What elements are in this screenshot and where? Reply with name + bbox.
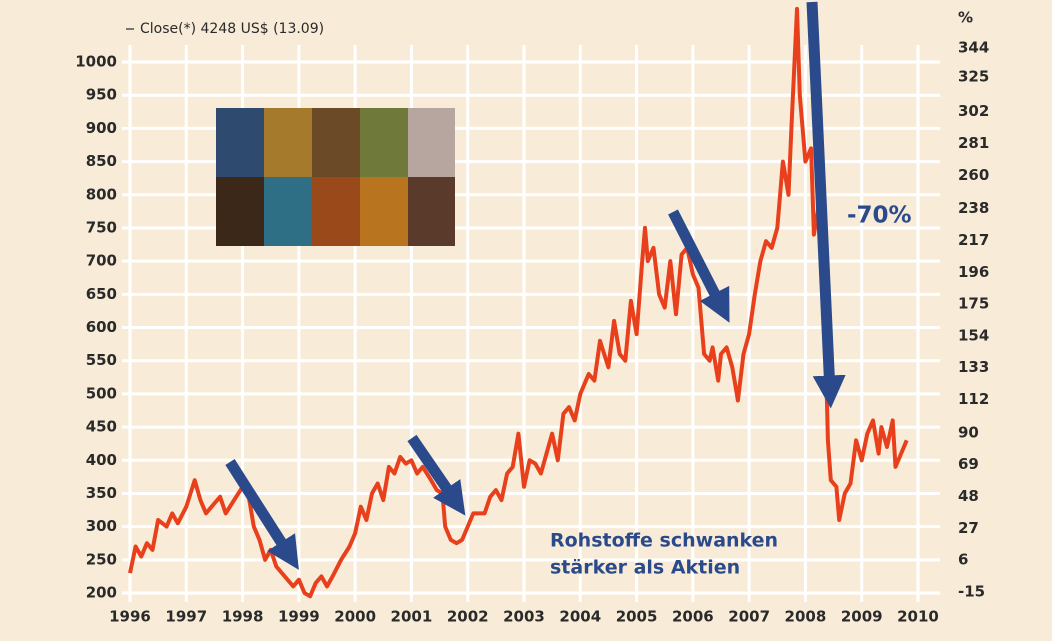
y2-tick-label: 175: [958, 295, 989, 313]
y-tick-label: 500: [86, 384, 117, 402]
y-tick-label: 450: [86, 418, 117, 436]
chart: Close(*) 4248 US$ (13.09) % -70% Rohstof…: [0, 0, 1052, 641]
y-tick-label: 550: [86, 351, 117, 369]
y2-tick-label: -15: [958, 583, 985, 601]
y-tick-label: 800: [86, 185, 117, 203]
x-tick-label: 1997: [165, 608, 207, 626]
x-tick-label: 1996: [109, 608, 151, 626]
y-tick-label: 250: [86, 550, 117, 568]
y2-tick-label: 217: [958, 231, 989, 249]
y-tick-label: 850: [86, 152, 117, 170]
y2-tick-label: 238: [958, 199, 989, 217]
annotation: -70%: [847, 203, 912, 229]
photo-collage: [216, 108, 455, 246]
x-tick-label: 1998: [222, 608, 264, 626]
x-tick-label: 2010: [897, 608, 939, 626]
y2-tick-label: 90: [958, 423, 979, 441]
y2-tick-label: 6: [958, 551, 968, 569]
y-tick-label: 350: [86, 484, 117, 502]
x-tick-label: 2003: [503, 608, 545, 626]
annotation: Rohstoffe schwanken: [550, 530, 778, 552]
y2-tick-label: 133: [958, 358, 989, 376]
x-tick-label: 2001: [391, 608, 433, 626]
y2-tick-label: 281: [958, 134, 989, 152]
x-tick-label: 2008: [785, 608, 827, 626]
y-tick-label: 1000: [75, 53, 117, 71]
y2-tick-label: 344: [958, 39, 989, 57]
y2-tick-label: 48: [958, 487, 979, 505]
y2-tick-label: 69: [958, 455, 979, 473]
y-tick-label: 600: [86, 318, 117, 336]
y-tick-label: 950: [86, 86, 117, 104]
x-tick-label: 2002: [447, 608, 489, 626]
legend-label: Close(*) 4248 US$ (13.09): [140, 21, 324, 37]
y-tick-label: 650: [86, 285, 117, 303]
x-tick-label: 2004: [559, 608, 601, 626]
y2-tick-label: 112: [958, 390, 989, 408]
annotation: stärker als Aktien: [550, 557, 740, 579]
x-tick-label: 2005: [616, 608, 658, 626]
y2-tick-label: 154: [958, 326, 989, 344]
y-tick-label: 900: [86, 119, 117, 137]
y2-tick-label: 260: [958, 166, 989, 184]
x-tick-label: 2007: [728, 608, 770, 626]
x-tick-label: 2009: [841, 608, 883, 626]
y-tick-label: 400: [86, 451, 117, 469]
x-tick-label: 2006: [672, 608, 714, 626]
y2-axis-label: %: [958, 9, 973, 27]
y-tick-label: 750: [86, 218, 117, 236]
y-tick-label: 200: [86, 584, 117, 602]
y2-tick-label: 27: [958, 519, 979, 537]
y2-tick-label: 325: [958, 67, 989, 85]
y-tick-label: 300: [86, 517, 117, 535]
y2-tick-label: 302: [958, 102, 989, 120]
y-tick-label: 700: [86, 252, 117, 270]
y2-tick-label: 196: [958, 263, 989, 281]
x-tick-label: 2000: [334, 608, 376, 626]
x-tick-label: 1999: [278, 608, 320, 626]
